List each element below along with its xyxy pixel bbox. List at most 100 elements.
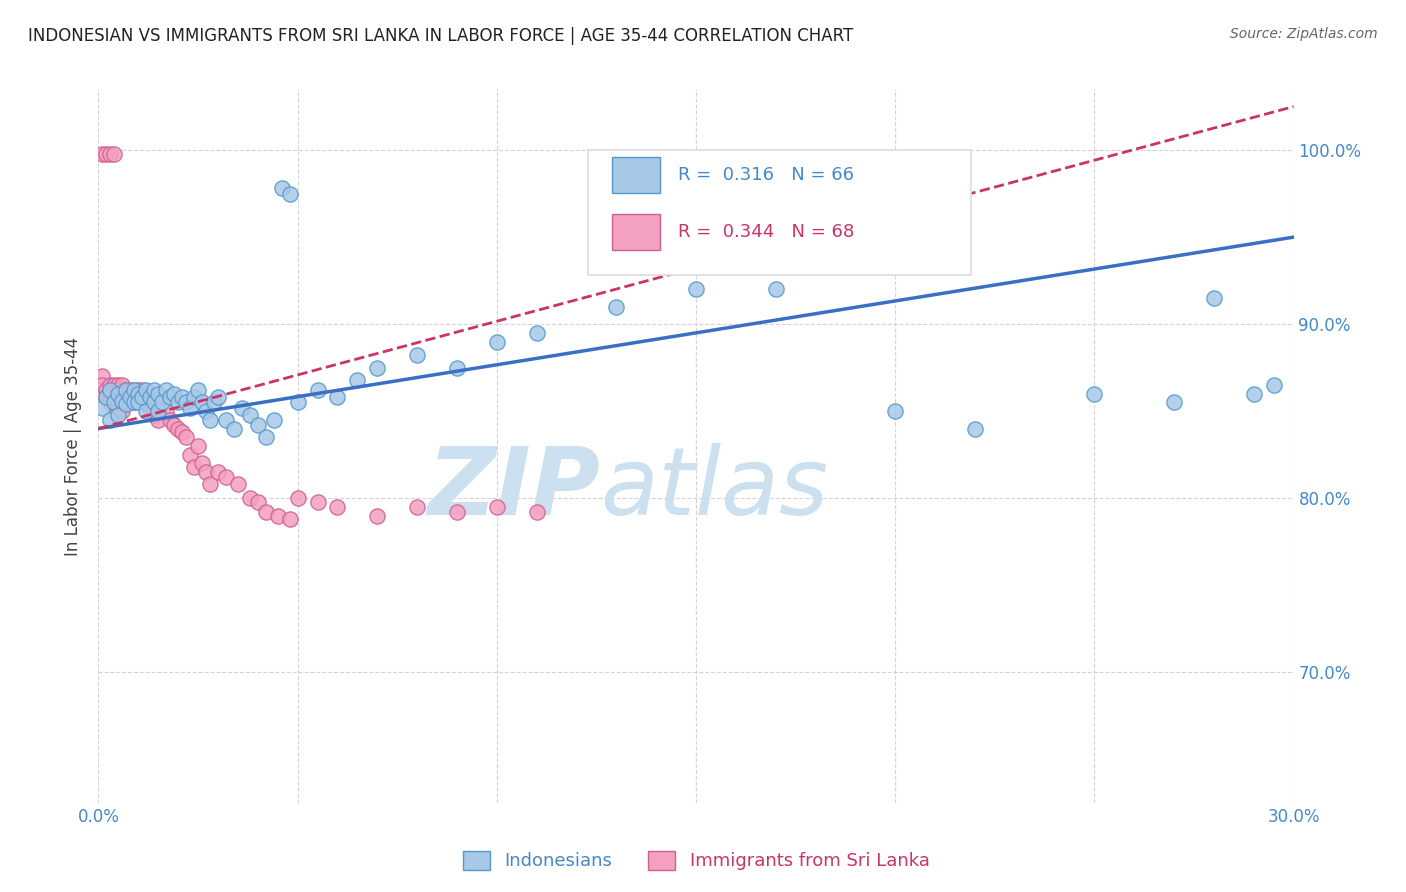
FancyBboxPatch shape (589, 150, 972, 275)
Text: ZIP: ZIP (427, 442, 600, 535)
Point (263, 413, 285, 427)
Point (111, 378, 134, 392)
Point (131, 390, 153, 404)
Point (222, 421, 245, 435)
Point (485, 500, 508, 514)
Point (254, 505, 277, 519)
Point (98, 146, 122, 161)
Point (326, 390, 349, 404)
Point (111, 395, 134, 409)
Point (107, 384, 129, 398)
Point (148, 386, 170, 401)
Point (307, 494, 329, 508)
Point (103, 390, 125, 404)
Point (187, 384, 209, 398)
Point (91, 378, 114, 392)
Point (148, 404, 170, 418)
Point (195, 404, 218, 418)
Point (246, 494, 269, 508)
Point (135, 395, 157, 409)
Point (120, 390, 142, 404)
Point (111, 386, 134, 401)
Point (163, 386, 186, 401)
Point (226, 477, 249, 491)
Point (115, 384, 138, 398)
Point (155, 384, 177, 398)
Point (96, 146, 118, 161)
Text: INDONESIAN VS IMMIGRANTS FROM SRI LANKA IN LABOR FORCE | AGE 35-44 CORRELATION C: INDONESIAN VS IMMIGRANTS FROM SRI LANKA … (28, 27, 853, 45)
Point (127, 384, 149, 398)
Point (246, 418, 269, 433)
Point (120, 384, 142, 398)
Point (103, 378, 125, 392)
Point (366, 508, 388, 523)
Text: R =  0.316   N = 66: R = 0.316 N = 66 (678, 166, 853, 184)
Point (202, 395, 225, 409)
Point (131, 395, 153, 409)
Point (124, 395, 146, 409)
Point (131, 384, 153, 398)
Point (307, 384, 329, 398)
Point (124, 384, 146, 398)
Point (446, 505, 468, 519)
Point (1263, 378, 1285, 392)
Point (120, 395, 142, 409)
Point (115, 395, 138, 409)
Point (159, 390, 181, 404)
Point (124, 395, 146, 409)
Point (198, 413, 221, 427)
Point (107, 378, 129, 392)
Point (278, 186, 301, 201)
Point (143, 395, 166, 409)
Point (127, 390, 149, 404)
Point (1163, 395, 1185, 409)
Point (139, 390, 162, 404)
Point (91, 146, 114, 161)
Point (485, 334, 508, 349)
Point (605, 300, 627, 314)
Point (98, 390, 122, 404)
Point (150, 395, 173, 409)
Point (120, 390, 142, 404)
Point (167, 421, 190, 435)
Point (163, 418, 186, 433)
Y-axis label: In Labor Force | Age 35-44: In Labor Force | Age 35-44 (65, 336, 83, 556)
Point (135, 404, 157, 418)
Point (406, 349, 429, 363)
Point (270, 181, 292, 195)
Point (278, 512, 301, 526)
Point (191, 457, 214, 471)
Point (98, 413, 122, 427)
Point (884, 404, 907, 418)
Point (115, 397, 138, 411)
Point (963, 421, 986, 435)
Point (107, 404, 129, 418)
Point (115, 384, 138, 398)
Point (107, 386, 129, 401)
Point (103, 146, 125, 161)
Point (115, 390, 138, 404)
Point (215, 470, 238, 484)
Point (215, 413, 238, 427)
Legend: Indonesians, Immigrants from Sri Lanka: Indonesians, Immigrants from Sri Lanka (454, 842, 938, 880)
Point (174, 430, 197, 444)
Point (267, 508, 290, 523)
Point (127, 386, 149, 401)
Point (231, 401, 253, 415)
Text: R =  0.344   N = 68: R = 0.344 N = 68 (678, 223, 855, 241)
Point (1083, 386, 1105, 401)
Point (406, 500, 429, 514)
Point (91, 369, 114, 384)
Point (183, 390, 205, 404)
Point (1243, 386, 1265, 401)
Point (127, 395, 149, 409)
Bar (613, 157, 661, 193)
Point (191, 395, 214, 409)
Point (91, 401, 114, 415)
Point (98, 384, 122, 398)
Point (187, 439, 209, 453)
Point (135, 384, 157, 398)
Point (765, 282, 787, 296)
Point (124, 384, 146, 398)
Point (103, 384, 125, 398)
